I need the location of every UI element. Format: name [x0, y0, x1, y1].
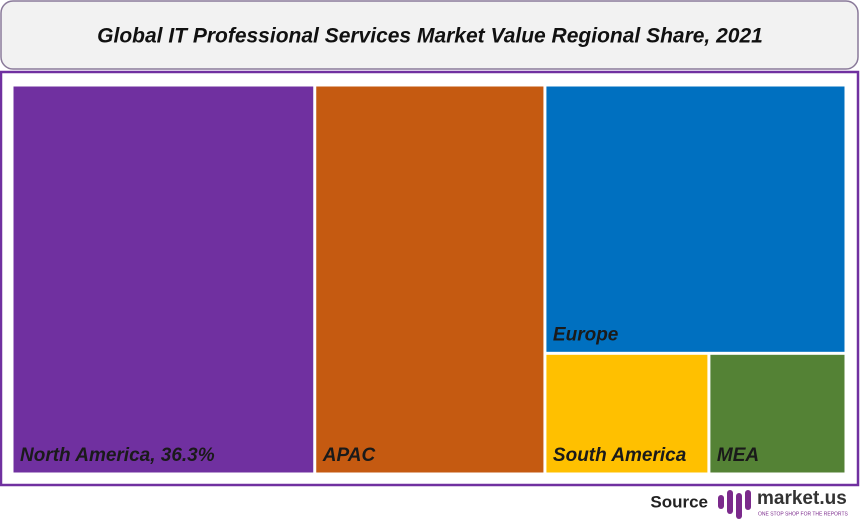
title-box [0, 0, 859, 70]
tile-label: South America [553, 445, 687, 466]
logo-icon [718, 490, 751, 519]
tile-label: MEA [717, 445, 759, 466]
source-tagline: ONE STOP SHOP FOR THE REPORTS [758, 511, 849, 517]
treemap-tile [546, 86, 845, 352]
tile-label: Europe [553, 324, 619, 345]
treemap-tile [13, 86, 314, 473]
tile-label: North America, 36.3% [20, 445, 215, 466]
treemap-tile [316, 86, 544, 473]
tile-label: APAC [322, 445, 376, 466]
treemap-tile [710, 354, 845, 473]
chart-title: Global IT Professional Services Market V… [97, 25, 763, 48]
source-brand: market.us [757, 488, 847, 509]
treemap-tile [546, 354, 708, 473]
source-label: Source [650, 492, 708, 511]
